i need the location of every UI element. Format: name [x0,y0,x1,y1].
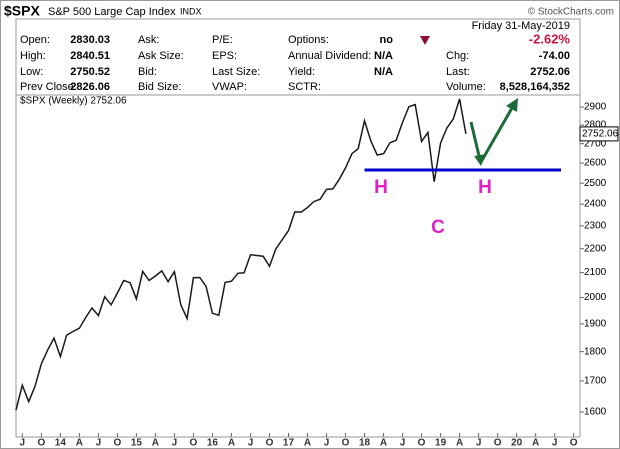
y-tick-label: 2300 [584,221,607,232]
y-tick-label: 1800 [584,346,607,357]
x-tick-label: J [552,438,558,449]
field-value: 2830.03 [70,34,110,46]
x-tick-label: A [532,438,539,449]
field-value: N/A [374,50,393,62]
x-tick-label: 16 [207,438,219,449]
field-value: 2840.51 [70,50,110,62]
copyright: © StockCharts.com [528,7,614,18]
x-tick-label: O [418,438,426,449]
arrow-down [469,121,482,161]
y-tick-label: 2500 [584,178,607,189]
field-value: N/A [374,66,393,78]
x-tick-label: O [37,438,45,449]
x-tick-label: A [76,438,83,449]
down-triangle [420,36,430,45]
x-tick-label: J [20,438,26,449]
field-value: no [380,34,394,46]
field-label: EPS: [212,50,237,62]
pattern-label: C [431,217,445,238]
y-tick-label: 2800 [584,120,607,131]
x-tick-label: O [114,438,122,449]
pattern-label: H [374,177,388,198]
field-label: Bid Size: [138,81,181,93]
field-label: Annual Dividend: [288,50,371,62]
field-label: Prev Close: [20,81,77,93]
field-label: Last: [446,66,470,78]
field-label: Open: [20,34,50,46]
x-tick-label: A [456,438,463,449]
arrow-up [479,107,514,163]
field-label: Volume: [446,81,486,93]
x-tick-label: O [342,438,350,449]
field-label: SCTR: [288,81,321,93]
x-tick-label: J [248,438,254,449]
x-tick-label: J [476,438,482,449]
x-tick-label: 14 [55,438,67,449]
field-label: High: [20,50,46,62]
date: Friday 31-May-2019 [472,20,570,32]
plot-area [15,94,581,438]
field-label: VWAP: [212,81,247,93]
last-price-label: 2752.06 [582,129,619,140]
y-tick-label: 2900 [584,102,607,113]
field-label: Last Size: [212,66,260,78]
x-tick-label: J [400,438,406,449]
pattern-label: H [478,177,492,198]
x-tick-label: O [570,438,578,449]
field-label: Ask Size: [138,50,184,62]
field-label: Low: [20,66,43,78]
y-tick-label: 2600 [584,158,607,169]
legend: $SPX (Weekly) 2752.06 [20,96,127,107]
field-value: 2750.52 [70,66,110,78]
field-label: Yield: [288,66,315,78]
x-tick-label: A [152,438,159,449]
x-tick-label: 15 [131,438,143,449]
index-name: S&P 500 Large Cap Index [48,6,176,18]
field-value: 2752.06 [530,66,570,78]
x-tick-label: 20 [511,438,523,449]
field-value: 8,528,164,352 [500,81,570,93]
symbol: $SPX [4,3,40,19]
change-percent: -2.62% [529,31,571,46]
arrow-head [506,98,518,112]
x-tick-label: A [380,438,387,449]
x-tick-label: 17 [283,438,295,449]
field-label: Options: [288,34,329,46]
field-label: P/E: [212,34,233,46]
x-tick-label: A [304,438,311,449]
y-tick-label: 2100 [584,267,607,278]
exchange: INDX [180,6,202,16]
x-tick-label: J [96,438,102,449]
x-tick-label: 19 [435,438,447,449]
x-tick-label: J [172,438,178,449]
x-tick-label: O [494,438,502,449]
x-tick-label: 18 [359,438,371,449]
x-tick-label: J [324,438,330,449]
x-tick-label: A [228,438,235,449]
x-tick-label: O [190,438,198,449]
y-tick-label: 2400 [584,199,607,210]
y-tick-label: 2200 [584,243,607,254]
y-tick-label: 1700 [584,376,607,387]
field-value: 2826.06 [70,81,110,93]
field-label: Chg: [446,50,469,62]
y-tick-label: 1900 [584,319,607,330]
field-value: -74.00 [539,50,570,62]
y-tick-label: 1600 [584,407,607,418]
field-label: Ask: [138,34,159,46]
x-tick-label: O [266,438,274,449]
y-tick-label: 2700 [584,138,607,149]
field-label: Bid: [138,66,157,78]
y-tick-label: 2000 [584,292,607,303]
price-line [15,98,467,411]
last-price-box [579,126,619,142]
